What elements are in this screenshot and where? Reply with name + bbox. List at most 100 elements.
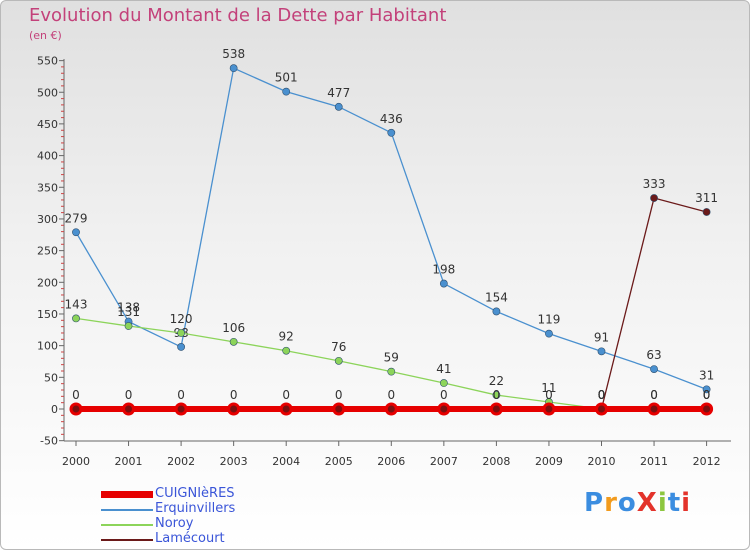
data-point [229, 337, 238, 346]
data-point-center [545, 405, 553, 413]
data-point-center [387, 405, 395, 413]
data-point [545, 329, 553, 338]
y-axis-tick-label: 450 [37, 118, 58, 131]
x-axis-tick-label: 2001 [115, 455, 143, 468]
data-point [702, 385, 711, 394]
data-label: 76 [331, 340, 346, 354]
data-label: 119 [537, 313, 560, 327]
x-axis-tick-label: 2006 [377, 455, 405, 468]
x-axis-tick-label: 2000 [62, 455, 90, 468]
chart-unit-label: (en €) [29, 29, 62, 42]
data-label: 63 [646, 348, 661, 362]
data-label: 0 [703, 388, 711, 402]
legend-label: Lamécourt [155, 531, 225, 546]
data-point-center [230, 405, 238, 413]
data-label: 138 [117, 301, 140, 315]
data-label: 120 [170, 312, 193, 326]
logo-letter: r [604, 488, 618, 518]
data-label: 0 [598, 388, 606, 402]
data-point [72, 314, 80, 323]
data-point [597, 347, 606, 356]
data-point [124, 322, 133, 330]
y-axis-tick-label: 300 [37, 213, 58, 226]
legend-label: Erquinvillers [155, 501, 236, 516]
data-point [229, 64, 238, 73]
data-label: 31 [699, 368, 714, 382]
data-label: 477 [327, 86, 350, 100]
data-label: 0 [493, 388, 501, 402]
logo-letter: t [667, 488, 682, 518]
data-label: 436 [380, 112, 403, 126]
data-label: 0 [335, 388, 343, 402]
data-point [387, 367, 396, 376]
data-point [439, 379, 448, 387]
legend-swatch [101, 539, 153, 541]
data-label: 41 [436, 362, 451, 376]
y-axis-tick-label: 50 [44, 371, 58, 384]
data-label: 0 [703, 388, 711, 402]
y-axis-tick-label: 250 [37, 245, 58, 258]
data-point-center [703, 405, 711, 413]
data-point-center [72, 405, 80, 413]
data-point-center [177, 405, 185, 413]
data-label: 22 [489, 374, 504, 388]
data-label: 0 [72, 388, 80, 402]
data-label: 279 [65, 211, 88, 225]
y-axis-tick-label: 200 [37, 276, 58, 289]
logo-letter: P [584, 488, 605, 518]
data-label: 501 [275, 71, 298, 85]
x-axis-tick-label: 2011 [640, 455, 668, 468]
data-point [439, 279, 448, 288]
data-point [650, 365, 658, 373]
data-label: 0 [125, 388, 133, 402]
data-point [282, 87, 291, 96]
data-label: 0 [545, 388, 553, 402]
data-point-center [492, 405, 500, 413]
data-point [702, 208, 711, 216]
data-point [492, 391, 501, 399]
data-label: 0 [598, 388, 606, 402]
data-label: 92 [279, 330, 294, 344]
data-point-center [650, 405, 658, 413]
x-axis-tick-label: 2005 [325, 455, 353, 468]
legend-swatch [101, 491, 153, 498]
legend-label: CUIGNIèRES [155, 486, 235, 501]
x-axis-tick-label: 2009 [535, 455, 563, 468]
y-axis-tick-label: 100 [37, 340, 58, 353]
data-label: 106 [222, 321, 245, 335]
y-axis-tick-label: 350 [37, 181, 58, 194]
data-label: 0 [650, 388, 658, 402]
legend-swatch [101, 509, 153, 511]
data-point [282, 346, 291, 355]
data-point [492, 307, 501, 316]
series-line-lamécourt [600, 197, 707, 410]
data-label: 143 [65, 297, 88, 311]
data-label: 0 [650, 388, 658, 402]
proxiti-logo: ProXiti [584, 488, 691, 518]
data-point [387, 128, 396, 137]
logo-letter: X [636, 488, 658, 518]
data-point-center [440, 405, 448, 413]
data-label: 0 [230, 388, 238, 402]
data-point [72, 228, 80, 237]
data-point [650, 194, 658, 202]
data-point [177, 329, 185, 337]
y-axis-tick-label: 500 [37, 86, 58, 99]
data-label: 0 [177, 388, 185, 402]
data-label: 59 [384, 351, 399, 365]
data-label: 333 [643, 177, 666, 191]
x-axis-tick-label: 2008 [482, 455, 510, 468]
data-label: 0 [282, 388, 290, 402]
data-point-center [335, 405, 343, 413]
chart-title: Evolution du Montant de la Dette par Hab… [29, 5, 447, 26]
logo-letter: i [657, 488, 668, 518]
x-axis-tick-label: 2004 [272, 455, 300, 468]
data-label: 0 [387, 388, 395, 402]
y-axis-tick-label: 0 [51, 403, 58, 416]
data-point-center [598, 405, 605, 413]
x-axis-tick-label: 2003 [220, 455, 248, 468]
logo-letter: o [617, 488, 637, 518]
y-axis-tick-label: 150 [37, 308, 58, 321]
